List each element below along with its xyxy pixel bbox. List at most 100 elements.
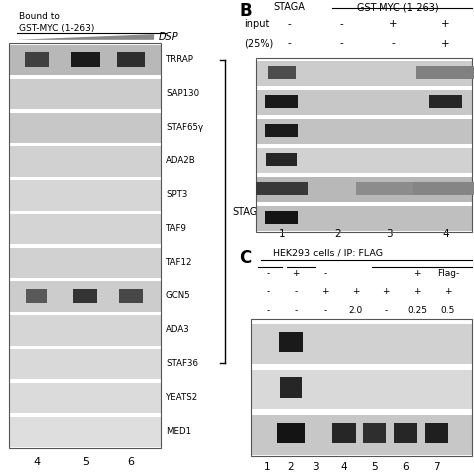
Text: TAF9: TAF9 [166, 224, 187, 233]
Text: Flag-: Flag- [437, 269, 459, 278]
Bar [117, 52, 145, 67]
Text: -: - [266, 269, 269, 278]
Bar [26, 289, 47, 303]
Bar [9, 248, 161, 278]
Text: (25%): (25%) [244, 38, 273, 48]
Bar [251, 319, 472, 456]
Bar [265, 95, 299, 108]
Text: 2: 2 [335, 229, 341, 239]
Text: HEK293 cells / IP: FLAG: HEK293 cells / IP: FLAG [273, 249, 383, 258]
Text: DSP: DSP [159, 32, 178, 42]
Text: STAF65γ: STAF65γ [166, 123, 203, 132]
Bar [363, 423, 386, 443]
Bar [277, 423, 305, 443]
Bar [9, 43, 161, 448]
Text: 7: 7 [433, 462, 440, 472]
Text: STAGA: STAGA [232, 207, 264, 217]
Text: +: + [413, 288, 421, 296]
Text: +: + [441, 19, 450, 29]
Bar [251, 370, 472, 410]
Bar [251, 324, 472, 364]
Bar [71, 52, 100, 67]
Bar [256, 148, 472, 173]
Bar [9, 315, 161, 346]
Bar [265, 211, 299, 224]
Text: B: B [239, 2, 252, 20]
Text: -: - [295, 306, 298, 315]
Text: +: + [389, 19, 398, 29]
Text: TRRAP: TRRAP [166, 55, 194, 64]
Bar [256, 177, 472, 202]
Bar [256, 206, 472, 231]
Bar [256, 182, 308, 195]
Text: -: - [287, 19, 291, 29]
Bar [356, 182, 423, 195]
Bar [9, 113, 161, 143]
Text: MED1: MED1 [166, 427, 191, 436]
Text: +: + [444, 288, 452, 296]
Text: Bound to: Bound to [19, 12, 60, 21]
Text: 3: 3 [312, 462, 319, 472]
Text: -: - [323, 269, 326, 278]
Bar [256, 119, 472, 144]
Bar [9, 214, 161, 245]
Bar [256, 90, 472, 115]
Bar [9, 146, 161, 177]
Bar [9, 79, 161, 109]
Text: ADA3: ADA3 [166, 325, 190, 334]
Text: +: + [352, 288, 359, 296]
Text: TAF12: TAF12 [166, 258, 192, 267]
Text: -: - [295, 288, 298, 296]
Bar [265, 124, 299, 137]
Bar [25, 52, 49, 67]
Text: ADA2B: ADA2B [166, 156, 196, 165]
Text: -: - [339, 19, 343, 29]
Text: 5: 5 [82, 457, 89, 467]
Polygon shape [17, 34, 154, 40]
Bar [256, 61, 472, 86]
Text: +: + [292, 269, 300, 278]
Bar [266, 153, 297, 166]
Bar [9, 417, 161, 447]
Text: 0.25: 0.25 [407, 306, 427, 315]
Bar [268, 66, 296, 79]
Text: 3: 3 [386, 229, 393, 239]
Text: -: - [266, 288, 269, 296]
Text: STAGA: STAGA [273, 2, 305, 12]
Bar [9, 45, 161, 75]
Text: input: input [244, 19, 270, 29]
Bar [425, 423, 448, 443]
Text: -: - [266, 306, 269, 315]
Bar [9, 349, 161, 379]
Text: 5: 5 [371, 462, 378, 472]
Text: 1: 1 [279, 229, 285, 239]
Text: 6: 6 [402, 462, 409, 472]
Bar [279, 332, 303, 352]
Text: 1: 1 [264, 462, 270, 472]
Text: 2: 2 [288, 462, 294, 472]
Bar [332, 423, 356, 443]
Text: GCN5: GCN5 [166, 292, 191, 301]
Text: -: - [339, 38, 343, 48]
Bar [9, 383, 161, 413]
Text: -: - [323, 306, 326, 315]
Bar [393, 423, 417, 443]
Text: 0.5: 0.5 [441, 306, 455, 315]
Text: SPT3: SPT3 [166, 190, 187, 199]
Text: +: + [441, 38, 450, 48]
Text: -: - [385, 306, 388, 315]
Text: GST-MYC (1-263): GST-MYC (1-263) [19, 24, 94, 33]
Text: 2.0: 2.0 [348, 306, 363, 315]
Bar [9, 282, 161, 312]
Text: 4: 4 [442, 229, 449, 239]
Text: STAF36: STAF36 [166, 359, 198, 368]
Text: GST-MYC (1-263): GST-MYC (1-263) [357, 2, 439, 12]
Bar [256, 58, 472, 232]
Bar [412, 182, 474, 195]
Bar [73, 289, 97, 303]
Text: +: + [413, 269, 421, 278]
Text: 4: 4 [33, 457, 40, 467]
Text: C: C [239, 249, 252, 267]
Bar [9, 180, 161, 210]
Text: YEATS2: YEATS2 [166, 393, 198, 402]
